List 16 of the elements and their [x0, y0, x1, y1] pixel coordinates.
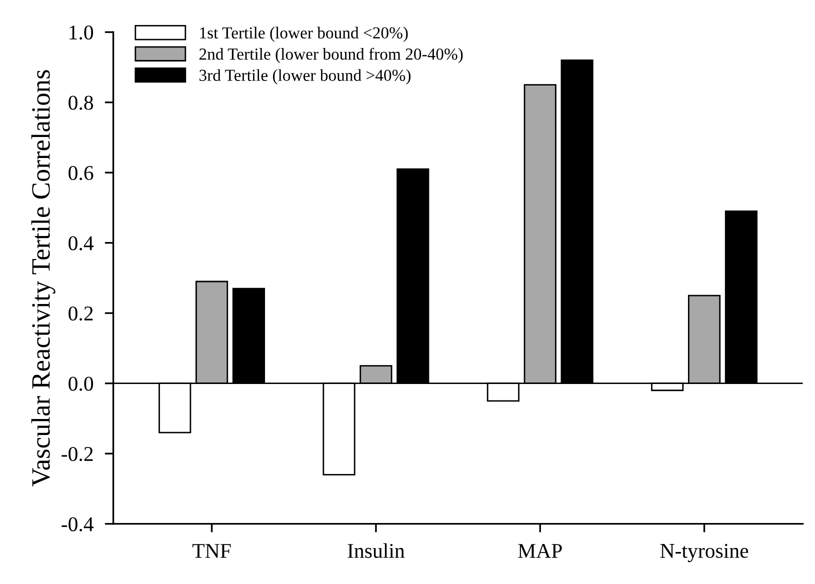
- y-axis-title: Vascular Reactivity Tertile Correlations: [31, 70, 56, 486]
- y-tick-label: 0.8: [68, 96, 94, 110]
- y-tick-label: 0.2: [68, 306, 93, 321]
- legend-label: 2nd Tertile (lower bound from 20-40%): [199, 48, 463, 64]
- y-tick-label: -0.2: [62, 446, 93, 462]
- legend-label: 3rd Tertile (lower bound >40%): [200, 69, 411, 84]
- y-tick-label: 1.0: [70, 25, 94, 40]
- y-tick-label: -0.4: [62, 517, 94, 532]
- x-tick-label: N-tyrosine: [660, 544, 748, 562]
- x-tick-label: TNF: [192, 544, 231, 558]
- x-tick-label: MAP: [518, 544, 562, 558]
- y-tick-label: 0.0: [68, 376, 94, 391]
- y-tick-label: 0.4: [68, 236, 94, 250]
- legend-label: 1st Tertile (lower bound <20%): [200, 26, 408, 42]
- y-tick-label: 0.6: [68, 166, 94, 180]
- x-tick-label: Insulin: [348, 543, 405, 558]
